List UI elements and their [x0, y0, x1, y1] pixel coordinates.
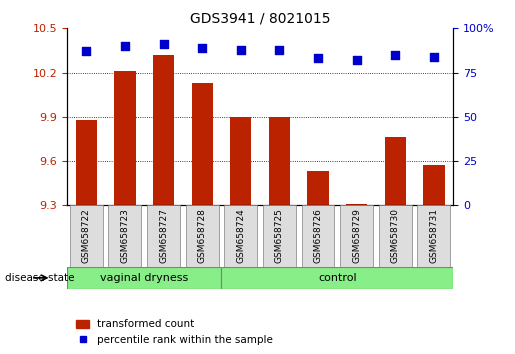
Bar — [385, 137, 406, 354]
Text: vaginal dryness: vaginal dryness — [100, 273, 188, 282]
FancyBboxPatch shape — [147, 205, 180, 267]
Point — [159, 41, 167, 47]
Text: control: control — [318, 273, 356, 282]
FancyBboxPatch shape — [379, 205, 411, 267]
Point — [121, 43, 129, 49]
FancyBboxPatch shape — [225, 205, 257, 267]
Text: GSM658726: GSM658726 — [314, 209, 322, 263]
Point — [82, 48, 91, 54]
Bar — [423, 166, 444, 354]
Text: GSM658727: GSM658727 — [159, 209, 168, 263]
Text: GSM658725: GSM658725 — [275, 209, 284, 263]
Bar — [230, 117, 251, 354]
Bar — [153, 55, 174, 354]
Point — [275, 47, 283, 52]
FancyBboxPatch shape — [70, 205, 102, 267]
Text: GSM658722: GSM658722 — [82, 209, 91, 263]
Text: GSM658724: GSM658724 — [236, 209, 245, 263]
FancyBboxPatch shape — [67, 267, 221, 289]
FancyBboxPatch shape — [221, 267, 453, 289]
Bar — [114, 71, 135, 354]
Point — [314, 56, 322, 61]
Bar — [192, 83, 213, 354]
FancyBboxPatch shape — [418, 205, 450, 267]
FancyBboxPatch shape — [340, 205, 373, 267]
Bar — [269, 117, 290, 354]
Text: GSM658731: GSM658731 — [430, 209, 438, 263]
Text: GSM658728: GSM658728 — [198, 209, 207, 263]
Bar — [76, 120, 97, 354]
Text: GSM658729: GSM658729 — [352, 209, 361, 263]
Text: GSM658723: GSM658723 — [121, 209, 129, 263]
Point — [430, 54, 438, 59]
Bar — [307, 171, 329, 354]
Text: GSM658730: GSM658730 — [391, 209, 400, 263]
Point — [236, 47, 245, 52]
Title: GDS3941 / 8021015: GDS3941 / 8021015 — [190, 12, 330, 26]
Point — [391, 52, 400, 58]
Legend: transformed count, percentile rank within the sample: transformed count, percentile rank withi… — [72, 315, 277, 349]
FancyBboxPatch shape — [263, 205, 296, 267]
Point — [352, 57, 360, 63]
FancyBboxPatch shape — [302, 205, 334, 267]
Point — [198, 45, 206, 51]
Bar — [346, 204, 367, 354]
Text: disease state: disease state — [5, 273, 75, 283]
FancyBboxPatch shape — [186, 205, 218, 267]
FancyBboxPatch shape — [109, 205, 141, 267]
